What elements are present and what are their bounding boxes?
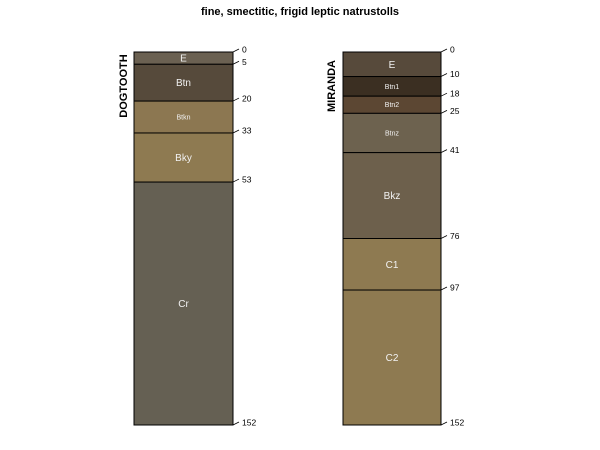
profile-name: MIRANDA <box>326 60 338 112</box>
depth-label: 97 <box>450 283 460 293</box>
profile-frame <box>133 51 234 426</box>
depth-tick <box>232 48 240 53</box>
horizon-label: Btnz <box>385 130 400 137</box>
depth-label: 41 <box>450 145 460 155</box>
horizon-label: E <box>180 54 187 65</box>
horizon-btn <box>133 63 234 102</box>
profile-name: DOGTOOTH <box>118 54 130 117</box>
horizon-c2 <box>342 289 442 426</box>
depth-tick <box>440 109 448 114</box>
depth-tick <box>440 48 448 53</box>
depth-tick <box>440 73 448 77</box>
horizon-cr <box>133 181 234 426</box>
depth-tick <box>232 60 240 65</box>
depth-tick <box>232 97 240 102</box>
profiles-group: DOGTOOTH E Btn Btkn Bky Cr 0 5 20 33 53 152 MIRANDA E… <box>118 45 464 428</box>
horizon-label: Bkz <box>384 191 401 202</box>
depth-tick <box>440 149 448 153</box>
horizon-btkn <box>133 100 234 134</box>
profile-miranda: MIRANDA E Btn1 Btn2 Btnz Bkz C1 C2 0 10 18 25 41 76 97… <box>326 45 464 428</box>
depth-label: 152 <box>450 418 464 428</box>
depth-label: 25 <box>450 106 460 116</box>
horizon-btnz <box>342 112 442 154</box>
horizon-label: Btn <box>176 78 191 89</box>
depth-tick <box>232 129 240 134</box>
depth-label: 53 <box>242 175 252 185</box>
horizon-label: E <box>389 60 396 71</box>
horizon-label: Btn2 <box>385 102 400 109</box>
depth-tick <box>440 421 448 426</box>
depth-tick <box>440 235 448 239</box>
horizon-label: Btn1 <box>385 84 400 91</box>
horizon-label: C1 <box>386 260 399 271</box>
depth-label: 0 <box>242 45 247 55</box>
horizon-label: Btkn <box>176 114 190 121</box>
depth-label: 18 <box>450 89 460 99</box>
horizon-bky <box>133 132 234 183</box>
depth-label: 10 <box>450 69 460 79</box>
depth-tick <box>440 92 448 97</box>
depth-label: 5 <box>242 57 247 67</box>
horizon-bkz <box>342 152 442 240</box>
horizon-label: C2 <box>386 353 399 364</box>
profile-dogtooth: DOGTOOTH E Btn Btkn Bky Cr 0 5 20 33 53 152 <box>118 45 256 428</box>
depth-tick <box>232 178 240 183</box>
horizon-label: Cr <box>178 299 189 310</box>
figure-title: fine, smectitic, frigid leptic natrustol… <box>201 6 399 18</box>
depth-label: 0 <box>450 45 455 55</box>
horizon-label: Bky <box>175 153 192 164</box>
depth-tick <box>440 286 448 291</box>
depth-label: 33 <box>242 125 252 135</box>
depth-tick <box>232 421 240 426</box>
depth-label: 20 <box>242 94 252 104</box>
depth-label: 76 <box>450 231 460 241</box>
depth-label: 152 <box>242 418 256 428</box>
